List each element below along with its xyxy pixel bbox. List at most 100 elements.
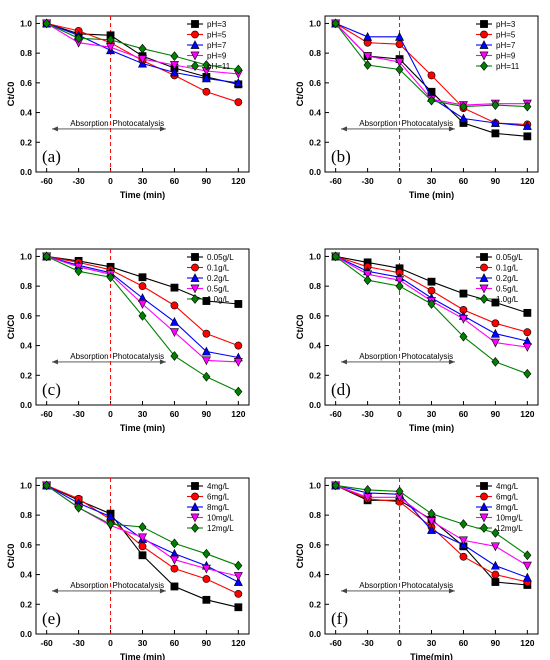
data-point [138, 273, 147, 282]
data-point [170, 301, 179, 310]
data-point [138, 533, 147, 543]
x-tick-label: 90 [202, 638, 212, 648]
arrow-right-icon [159, 588, 166, 594]
photocatalysis-label: Photocatalysis [113, 581, 165, 590]
x-tick-label: -30 [72, 638, 85, 648]
x-axis-label: Time (min) [120, 423, 165, 433]
legend-label: 0.1g/L [207, 264, 230, 273]
chart-panel: 0.0 0.2 0.4 0.6 0.8 1.0 -60 -30 0 30 60 90 120 Time (… [295, 15, 539, 200]
legend-label: 0.2g/L [207, 274, 230, 283]
x-tick-label: -30 [361, 176, 374, 186]
x-tick-label: 90 [202, 409, 212, 419]
legend-label: pH=3 [207, 20, 227, 29]
legend-label: 12mg/L [496, 524, 523, 533]
data-point [458, 536, 468, 546]
data-point [522, 561, 532, 571]
y-tick-label: 1.0 [20, 251, 32, 261]
data-point [363, 60, 372, 70]
y-tick-label: 0.2 [309, 599, 321, 609]
legend-label: pH=9 [207, 52, 227, 61]
data-point [459, 289, 468, 298]
data-point [201, 356, 211, 366]
y-tick-label: 0.0 [309, 629, 321, 639]
y-tick-label: 0.6 [20, 311, 32, 321]
data-point [491, 129, 500, 138]
legend-label: 1.0g/L [496, 295, 519, 304]
legend-label: 8mg/L [496, 503, 519, 512]
x-tick-label: 0 [397, 638, 402, 648]
data-point [427, 525, 436, 534]
legend-label: 6mg/L [496, 493, 519, 502]
x-tick-label: -60 [41, 409, 54, 419]
data-point [202, 575, 211, 583]
data-point [331, 18, 340, 29]
legend-label: 0.05g/L [496, 253, 523, 262]
data-point [234, 341, 243, 350]
legend-marker [191, 263, 199, 272]
data-point [202, 87, 211, 96]
x-tick-label: 90 [491, 176, 501, 186]
chart-panel: 0.0 0.2 0.4 0.6 0.8 1.0 -60 -30 0 30 60 90 120 Time (… [6, 248, 250, 433]
x-axis-label: Time(min) [410, 652, 453, 660]
data-point [490, 542, 500, 552]
x-tick-label: -60 [41, 638, 54, 648]
data-point [234, 603, 243, 612]
x-tick-label: 120 [520, 638, 534, 648]
y-tick-label: 0.2 [309, 370, 321, 380]
absorption-label: Absorption [70, 119, 108, 128]
y-tick-label: 0.4 [20, 570, 32, 580]
data-point [169, 316, 179, 326]
data-point [201, 73, 211, 83]
x-tick-label: 90 [491, 409, 501, 419]
data-point [138, 522, 147, 532]
y-tick-label: 1.0 [309, 251, 321, 261]
data-point [331, 480, 340, 491]
legend-marker [191, 482, 199, 490]
legend-marker [191, 30, 199, 39]
x-tick-label: 120 [520, 409, 534, 419]
data-point [491, 100, 500, 111]
legend-marker [480, 482, 488, 490]
data-point [459, 331, 468, 342]
chart-panel: 0.0 0.2 0.4 0.6 0.8 1.0 -60 -30 0 30 60 90 120 Time(m… [295, 477, 539, 660]
data-point [202, 548, 211, 559]
x-tick-label: 120 [231, 176, 245, 186]
x-tick-label: -60 [330, 409, 343, 419]
data-point [138, 310, 147, 321]
legend-marker [191, 253, 199, 261]
data-point [491, 528, 500, 538]
legend-label: 0.5g/L [207, 285, 230, 294]
legend-label: 0.2g/L [496, 274, 519, 283]
x-tick-label: 30 [138, 409, 148, 419]
arrow-right-icon [159, 126, 166, 132]
x-tick-label: 0 [108, 176, 113, 186]
data-point [74, 33, 83, 44]
legend-marker [190, 273, 200, 282]
panel-tag: (e) [42, 609, 61, 628]
data-point [395, 276, 405, 286]
data-point [458, 113, 468, 123]
y-tick-label: 0.4 [309, 570, 321, 580]
data-point [523, 328, 532, 337]
legend-label: pH=11 [496, 62, 520, 71]
x-tick-label: -60 [330, 638, 343, 648]
y-tick-label: 0.2 [309, 137, 321, 147]
data-point [169, 67, 179, 77]
absorption-label: Absorption [359, 119, 397, 128]
data-point [138, 55, 147, 64]
x-tick-label: 0 [108, 638, 113, 648]
data-point [138, 542, 147, 551]
arrow-left-icon [51, 126, 58, 132]
legend-marker [480, 263, 488, 272]
data-point [202, 371, 211, 382]
arrow-right-icon [159, 359, 166, 365]
data-point [170, 538, 179, 549]
x-tick-label: 0 [108, 409, 113, 419]
legend-marker [190, 513, 200, 523]
x-tick-label: -30 [72, 176, 85, 186]
x-tick-label: 30 [427, 638, 437, 648]
legend-label: pH=7 [207, 41, 227, 50]
panel-tag: (c) [42, 380, 61, 399]
data-point [331, 251, 340, 262]
